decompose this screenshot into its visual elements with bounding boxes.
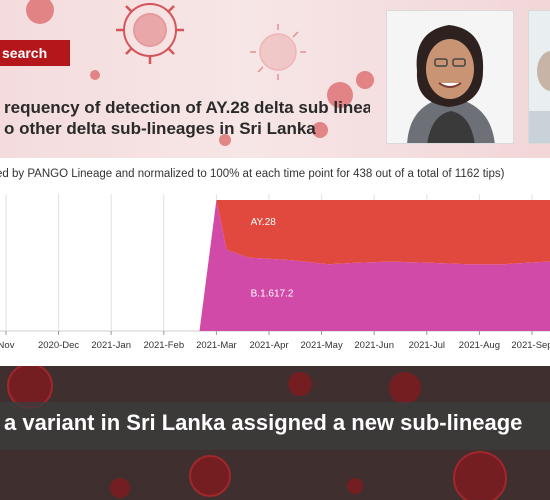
x-tick-label: 2021-Jun [354, 340, 394, 351]
x-tick-label: 2021-Aug [459, 340, 500, 351]
researcher-photo [386, 10, 514, 144]
x-tick-label: 2020-Dec [38, 340, 79, 351]
chart-x-axis: Nov 2020-Dec 2021-Jan 2021-Feb 2021-Mar 2021-… [0, 331, 550, 351]
headline-strip [0, 402, 550, 450]
x-tick-label: 2021-Mar [196, 340, 237, 351]
article-headline[interactable]: a variant in Sri Lanka assigned a new su… [0, 410, 550, 436]
area-b-1-617-2 [199, 200, 550, 331]
chart-areas [199, 200, 550, 331]
lineage-frequency-chart: B.1.617.2 AY.28 Nov 2020-Dec 2021-Jan 2021-F… [0, 194, 550, 351]
x-tick-label: 2021-Apr [249, 340, 288, 351]
x-tick-label: 2021-Jul [409, 340, 445, 351]
chart-series-labels: B.1.617.2 AY.28 [251, 217, 294, 300]
x-tick-label: 2021-Sep [511, 340, 550, 351]
chart-caption-text: ed by PANGO Lineage and normalized to 10… [0, 168, 505, 180]
x-tick-label: Nov [0, 340, 15, 351]
article-banner-title: requency of detection of AY.28 delta sub… [0, 97, 370, 139]
banner-title-line-2: o other delta sub-lineages in Sri Lanka [4, 119, 316, 138]
article-headline-text: a variant in Sri Lanka assigned a new su… [4, 410, 523, 435]
banner-title-line-1: requency of detection of AY.28 delta sub… [4, 98, 370, 117]
banner: search requency of detection of AY.28 de… [0, 0, 550, 158]
headline-panel: a variant in Sri Lanka assigned a new su… [0, 366, 550, 500]
series-label-b-1-617-2: B.1.617.2 [251, 288, 294, 299]
chart-caption: ed by PANGO Lineage and normalized to 10… [0, 168, 550, 180]
x-tick-label: 2021-May [300, 340, 342, 351]
area-ay-28 [199, 200, 550, 331]
x-tick-label: 2021-Feb [143, 340, 184, 351]
research-category-tag[interactable]: search [0, 40, 70, 66]
x-tick-label: 2021-Jan [91, 340, 131, 351]
second-researcher-photo [528, 10, 550, 144]
series-label-ay-28: AY.28 [251, 217, 277, 228]
